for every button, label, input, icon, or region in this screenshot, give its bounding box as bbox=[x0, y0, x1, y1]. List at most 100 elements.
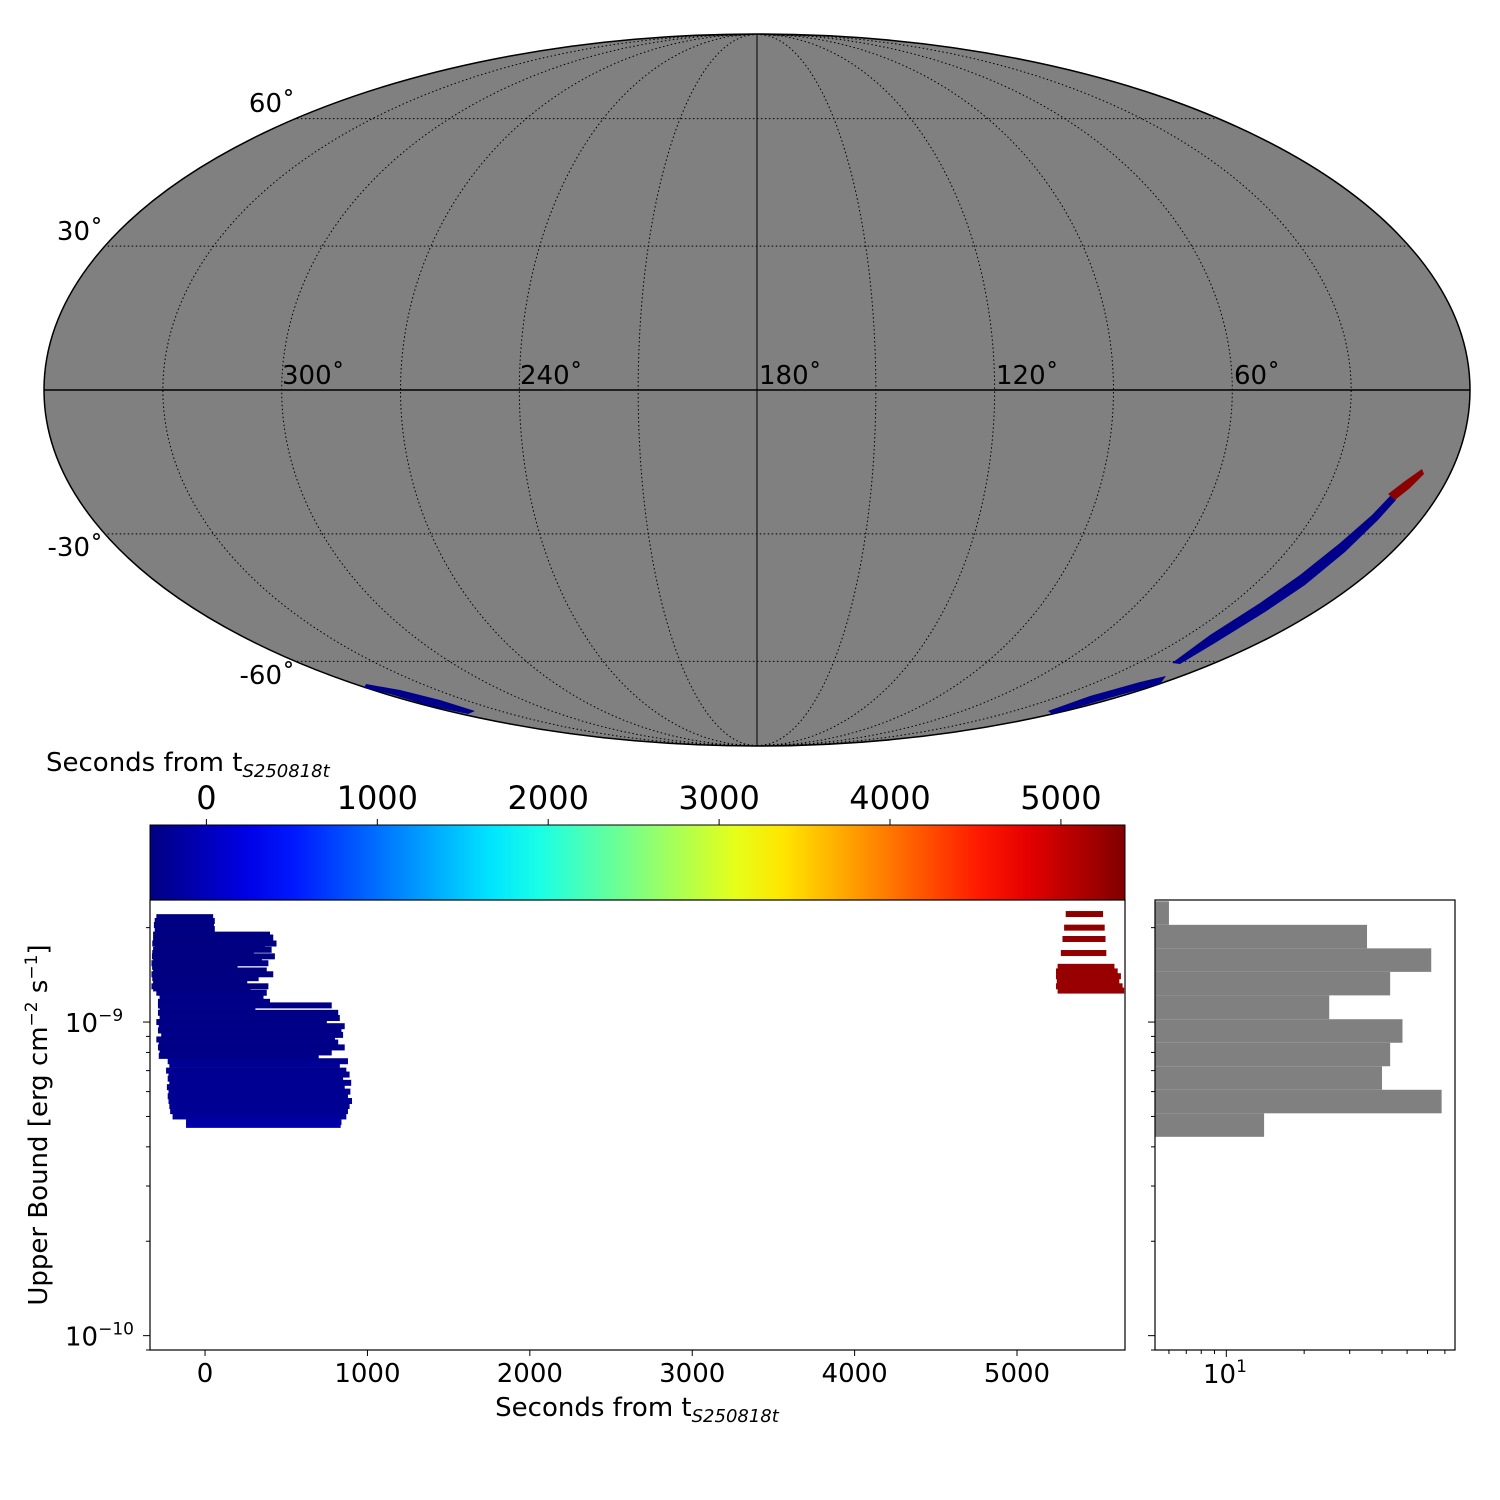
colorbar-tick-label: 3000 bbox=[678, 779, 759, 817]
interval-bar bbox=[159, 1049, 332, 1056]
interval-bar bbox=[166, 1067, 347, 1074]
lon-label: 300˚ bbox=[282, 361, 345, 391]
histogram-bars bbox=[1155, 901, 1442, 1137]
colorbar-label: Seconds from tS250818t bbox=[46, 748, 331, 782]
interval-bar bbox=[158, 1039, 339, 1046]
interval-bar bbox=[168, 1071, 350, 1078]
interval-bar bbox=[1060, 950, 1107, 957]
interval-bar bbox=[167, 1058, 348, 1065]
lat-label: 60˚ bbox=[249, 89, 295, 119]
histogram-bar bbox=[1155, 971, 1391, 996]
x-axis-label: Seconds from tS250818t bbox=[495, 1393, 780, 1427]
interval-bar bbox=[1055, 973, 1121, 980]
x-tick-label: 5000 bbox=[984, 1359, 1050, 1389]
histogram-bar bbox=[1155, 995, 1330, 1020]
interval-bar bbox=[153, 946, 272, 953]
interval-bar bbox=[153, 967, 267, 974]
interval-bar bbox=[153, 921, 214, 928]
interval-bar bbox=[1064, 924, 1105, 931]
colorbar-tick-label: 1000 bbox=[337, 779, 418, 817]
interval-bar bbox=[169, 1079, 352, 1086]
interval-bar bbox=[152, 940, 277, 947]
y-tick-label: 10−9 bbox=[65, 1006, 123, 1039]
interval-bar bbox=[1055, 968, 1118, 975]
interval-bar bbox=[1065, 911, 1104, 918]
coverage-strip-blue bbox=[1172, 494, 1396, 664]
x-tick-label: 0 bbox=[197, 1359, 214, 1389]
colorbar-gradient bbox=[149, 824, 1126, 901]
interval-bar bbox=[151, 971, 274, 978]
lat-label: 30˚ bbox=[57, 217, 103, 247]
interval-bar bbox=[1057, 963, 1115, 970]
lon-label: 180˚ bbox=[759, 361, 822, 391]
interval-bar bbox=[186, 1121, 341, 1128]
interval-bar bbox=[159, 1006, 256, 1013]
interval-bar bbox=[1056, 978, 1120, 985]
lon-label: 120˚ bbox=[996, 361, 1059, 391]
histogram-bar bbox=[1155, 1066, 1383, 1090]
y-tick-label: 10−10 bbox=[65, 1320, 134, 1353]
interval-bar bbox=[169, 1061, 340, 1068]
interval-bar bbox=[158, 1052, 319, 1059]
sky-map: 60˚ 30˚ -30˚ -60˚ 300˚ 240˚ 180˚ 120˚ 60… bbox=[43, 33, 1471, 747]
colorbar-ticks: 0 1000 2000 3000 4000 5000 bbox=[196, 779, 1102, 825]
interval-bar bbox=[156, 989, 267, 996]
interval-bar bbox=[157, 1009, 339, 1016]
histogram-ticks bbox=[1148, 927, 1446, 1357]
interval-bar bbox=[1062, 935, 1106, 942]
interval-bar bbox=[169, 1102, 350, 1109]
histogram-bar bbox=[1155, 1042, 1391, 1067]
graticule bbox=[43, 33, 1471, 747]
interval-bar bbox=[1055, 983, 1123, 990]
interval-bar bbox=[166, 1084, 345, 1091]
x-tick-label: 2000 bbox=[497, 1359, 563, 1389]
interval-bar bbox=[152, 950, 254, 957]
colorbar-tick-label: 5000 bbox=[1020, 779, 1101, 817]
x-tick-label: 4000 bbox=[822, 1359, 888, 1389]
histogram: 101 bbox=[1148, 899, 1456, 1390]
lon-label: 240˚ bbox=[520, 361, 583, 391]
meridian-line bbox=[162, 33, 758, 747]
interval-bar bbox=[172, 1113, 347, 1120]
coverage-strip-blue-lower bbox=[1048, 676, 1166, 714]
interval-bar bbox=[167, 1093, 348, 1100]
histogram-bar bbox=[1155, 924, 1368, 949]
meridian-line bbox=[756, 33, 1115, 747]
histogram-bar bbox=[1155, 901, 1169, 925]
latitude-labels: 60˚ 30˚ -30˚ -60˚ bbox=[48, 89, 295, 691]
y-ticks: 10−9 10−10 bbox=[65, 927, 150, 1353]
x-tick-label: 1000 bbox=[334, 1359, 400, 1389]
interval-bar bbox=[1057, 987, 1125, 994]
histogram-bar bbox=[1155, 1089, 1442, 1114]
histogram-bar bbox=[1155, 948, 1432, 972]
interval-bar bbox=[170, 1108, 348, 1115]
interval-bar bbox=[158, 1023, 345, 1030]
interval-bar bbox=[161, 1031, 344, 1038]
colorbar: Seconds from tS250818t 0 1000 2000 3000 4000… bbox=[46, 748, 1126, 901]
interval-bar bbox=[153, 979, 248, 986]
interval-bar bbox=[157, 998, 271, 1005]
interval-bar bbox=[156, 1036, 335, 1043]
y-axis-label: Upper Bound [erg cm−2 s−1] bbox=[22, 944, 54, 1305]
histogram-x-tick-label: 101 bbox=[1203, 1357, 1247, 1390]
interval-bar bbox=[168, 1098, 353, 1105]
lat-label: -30˚ bbox=[48, 533, 103, 563]
interval-bar bbox=[167, 1075, 344, 1082]
colorbar-tick-label: 0 bbox=[196, 779, 216, 817]
interval-bar bbox=[157, 1044, 345, 1051]
interval-bar bbox=[152, 975, 259, 982]
lat-label: -60˚ bbox=[240, 661, 295, 691]
interval-bar bbox=[156, 1019, 327, 1026]
interval-bar bbox=[154, 917, 215, 924]
interval-bar bbox=[152, 963, 238, 970]
coverage-region bbox=[364, 469, 1424, 714]
x-tick-label: 3000 bbox=[659, 1359, 725, 1389]
coverage-strip-blue-left bbox=[364, 684, 475, 714]
meridian-line bbox=[43, 33, 758, 747]
histogram-bar bbox=[1155, 1019, 1403, 1043]
interval-bar bbox=[159, 994, 264, 1001]
interval-bars bbox=[151, 911, 1125, 1128]
interval-bar bbox=[154, 926, 215, 933]
interval-bar bbox=[151, 960, 269, 967]
